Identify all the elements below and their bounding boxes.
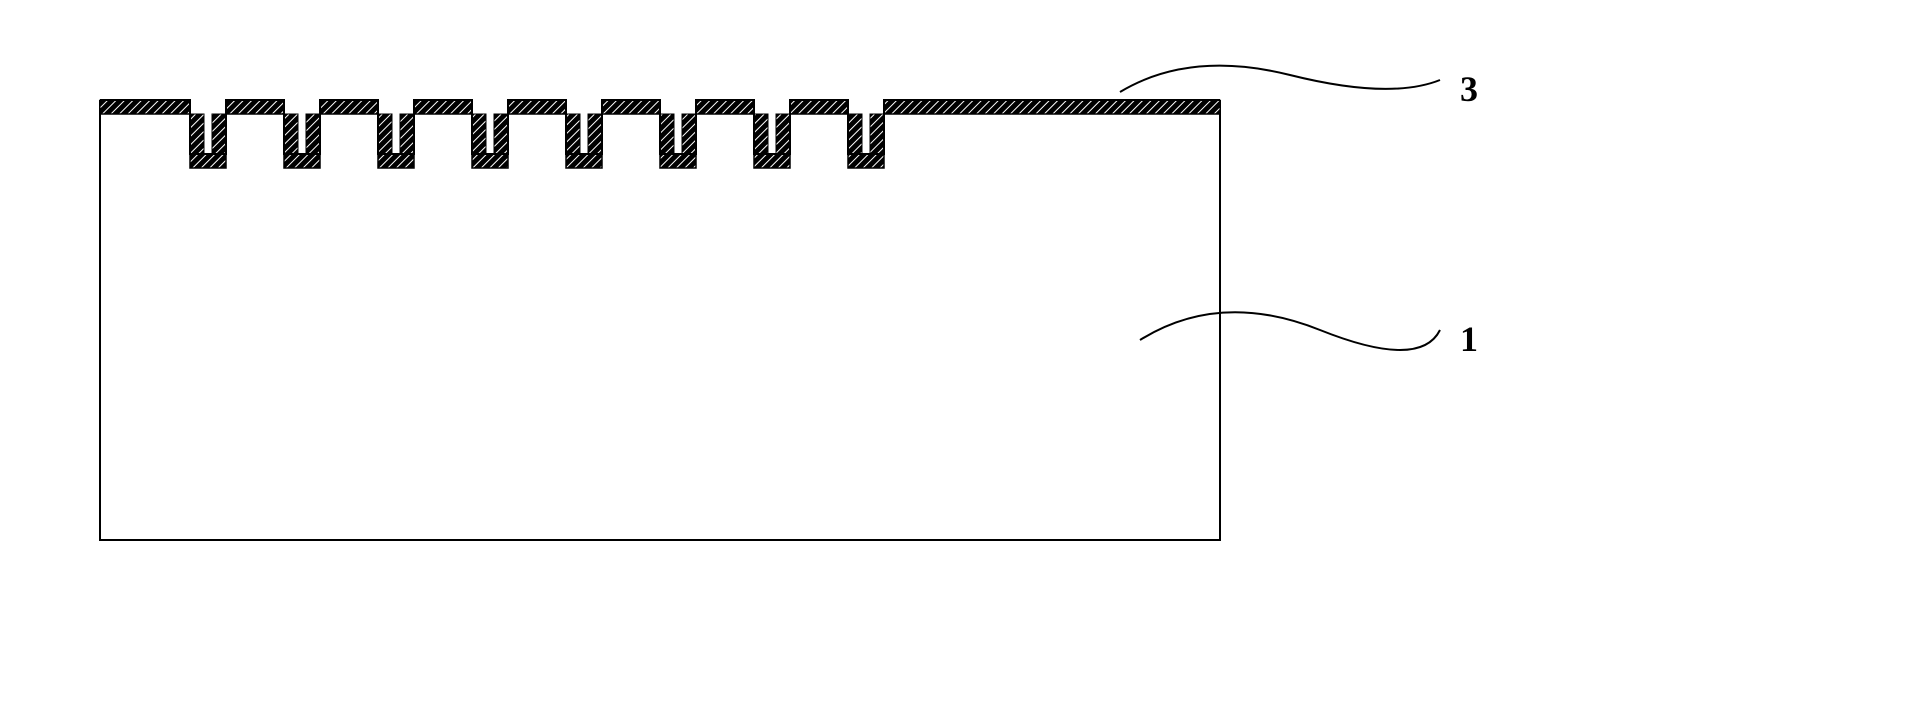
diagram-svg [40,40,1640,600]
callout-label-1: 1 [1460,318,1478,360]
diagram-container: 3 1 [40,40,1640,600]
callout-label-3: 3 [1460,68,1478,110]
